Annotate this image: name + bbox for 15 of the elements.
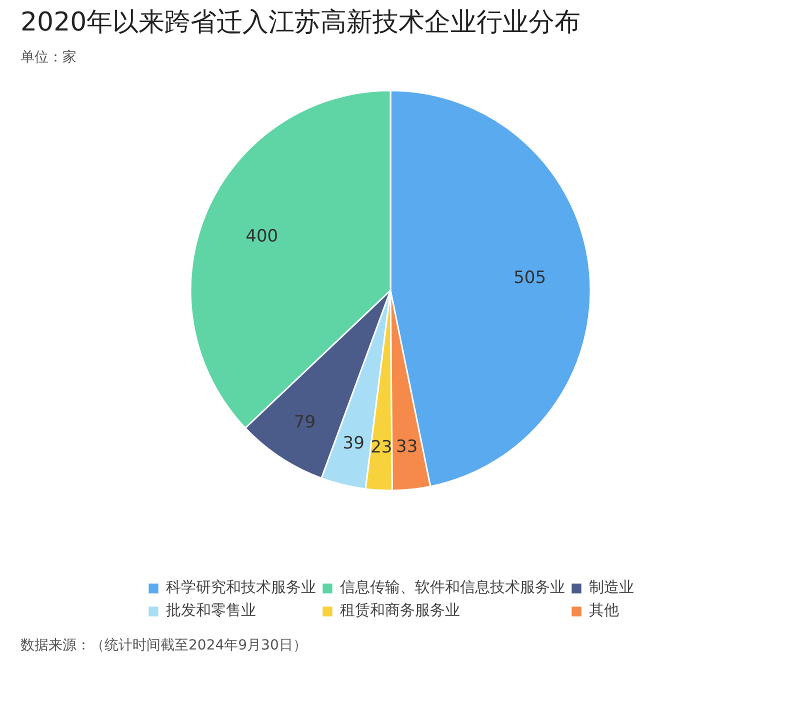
chart-title: 2020年以来跨省迁入江苏高新技术企业行业分布 — [20, 8, 581, 38]
legend-label: 其他 — [589, 601, 619, 620]
data-label: 23 — [370, 438, 392, 458]
legend-label: 科学研究和技术服务业 — [166, 578, 316, 597]
data-label: 505 — [514, 268, 546, 288]
legend-label: 信息传输、软件和信息技术服务业 — [340, 578, 565, 597]
legend-label: 批发和零售业 — [166, 601, 256, 620]
data-label: 400 — [246, 226, 278, 247]
source-note: 数据来源：（统计时间截至2024年9月30日） — [20, 638, 307, 654]
legend-label: 制造业 — [589, 578, 634, 597]
chart-subtitle: 单位：家 — [20, 50, 76, 66]
data-label: 33 — [396, 437, 418, 458]
legend-label: 租赁和商务服务业 — [340, 601, 460, 620]
data-label: 79 — [294, 412, 316, 432]
data-label: 39 — [342, 434, 364, 454]
